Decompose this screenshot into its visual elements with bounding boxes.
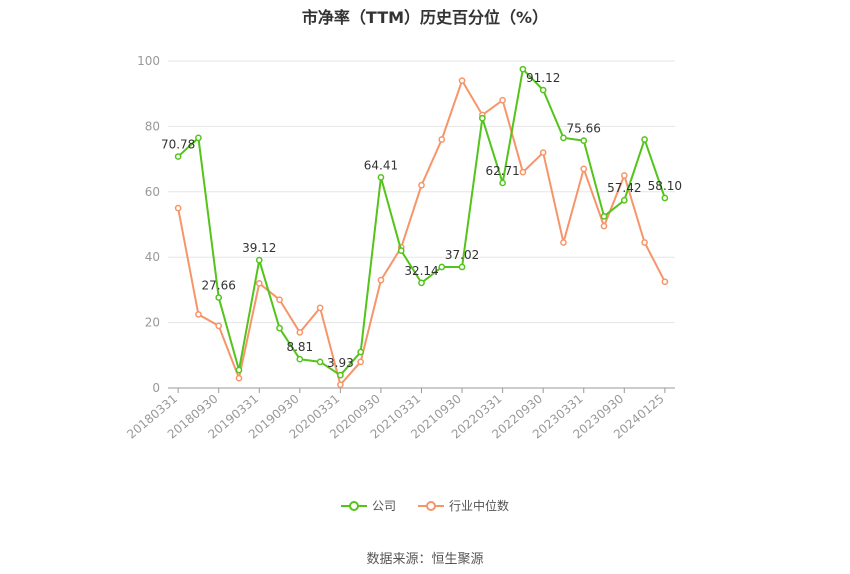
data-point-industry — [276, 296, 283, 304]
data-point-industry — [641, 239, 648, 246]
data-point-industry — [316, 304, 324, 312]
y-tick-label: 100 — [137, 54, 160, 68]
data-point-company — [316, 358, 324, 366]
data-point-company — [620, 196, 628, 204]
data-point-industry — [337, 381, 344, 389]
y-tick-label: 0 — [152, 381, 160, 395]
data-point-industry — [235, 374, 243, 382]
data-point-company — [397, 247, 405, 255]
data-point-industry — [195, 311, 202, 318]
data-point-company — [215, 294, 223, 301]
data-point-industry — [438, 136, 446, 143]
y-tick-label: 80 — [145, 119, 160, 133]
data-label: 64.41 — [364, 158, 398, 172]
data-point-industry — [661, 278, 669, 286]
data-point-industry — [580, 165, 588, 173]
data-point-company — [377, 174, 385, 181]
data-point-industry — [499, 96, 506, 104]
data-point-company — [418, 279, 425, 287]
data-point-company — [276, 324, 283, 332]
series-line-company — [177, 67, 666, 377]
y-tick-label: 40 — [145, 250, 160, 264]
data-point-industry — [174, 204, 182, 212]
data-point-company — [195, 134, 202, 142]
data-label: 57.42 — [607, 181, 641, 195]
data-point-industry — [539, 149, 547, 156]
y-tick-label: 60 — [145, 185, 160, 199]
data-point-company — [519, 65, 527, 73]
data-point-company — [438, 263, 446, 271]
data-point-company — [235, 366, 243, 374]
data-point-company — [661, 194, 669, 202]
data-label: 32.14 — [404, 264, 438, 278]
data-point-company — [641, 136, 648, 143]
data-label: 75.66 — [567, 122, 601, 136]
data-label: 62.71 — [485, 164, 519, 178]
data-point-company — [357, 348, 365, 356]
data-point-company — [458, 263, 466, 271]
data-point-industry — [519, 168, 527, 176]
data-point-industry — [600, 222, 608, 230]
data-point-company — [255, 256, 263, 264]
data-label: 37.02 — [445, 248, 479, 262]
data-point-industry — [620, 172, 628, 179]
data-point-industry — [560, 239, 567, 246]
chart-title: 市净率（TTM）历史百分位（%） — [301, 8, 549, 27]
data-point-company — [539, 86, 547, 94]
data-point-company — [337, 371, 344, 379]
data-label: 91.12 — [526, 71, 560, 85]
data-point-company — [499, 179, 506, 187]
data-point-company — [296, 355, 304, 363]
series-layer — [174, 65, 669, 389]
data-label: 39.12 — [242, 241, 276, 255]
data-point-industry — [357, 358, 365, 366]
legend-industry-marker-icon — [418, 500, 444, 511]
legend: 公司 行业中位数 — [0, 497, 850, 514]
data-point-industry — [215, 322, 223, 330]
data-point-industry — [296, 329, 304, 336]
data-point-company — [560, 134, 567, 142]
legend-company-marker-icon — [340, 500, 367, 511]
y-tick-label: 20 — [145, 316, 160, 330]
data-point-company — [600, 212, 608, 220]
label-layer: 70.78 27.66 39.12 8.81 3.93 64.41 32.14 37.02 62… — [161, 71, 682, 370]
data-label: 8.81 — [286, 340, 313, 354]
data-point-industry — [377, 276, 385, 284]
grid-layer — [168, 60, 675, 324]
data-label: 70.78 — [161, 138, 195, 152]
data-source: 数据来源：恒生聚源 — [366, 552, 484, 567]
data-point-industry — [255, 280, 263, 287]
legend-company-label: 公司 — [371, 499, 396, 513]
data-point-company — [174, 153, 182, 160]
data-point-company — [478, 114, 486, 122]
data-label: 58.10 — [648, 179, 682, 193]
data-point-industry — [418, 181, 425, 189]
data-label: 27.66 — [202, 279, 236, 293]
legend-item-industry[interactable]: 行业中位数 — [418, 497, 509, 514]
data-label: 3.93 — [327, 356, 354, 370]
data-point-company — [580, 137, 588, 144]
data-point-industry — [458, 77, 466, 84]
legend-industry-label: 行业中位数 — [449, 499, 510, 513]
legend-item-company[interactable]: 公司 — [340, 497, 396, 514]
